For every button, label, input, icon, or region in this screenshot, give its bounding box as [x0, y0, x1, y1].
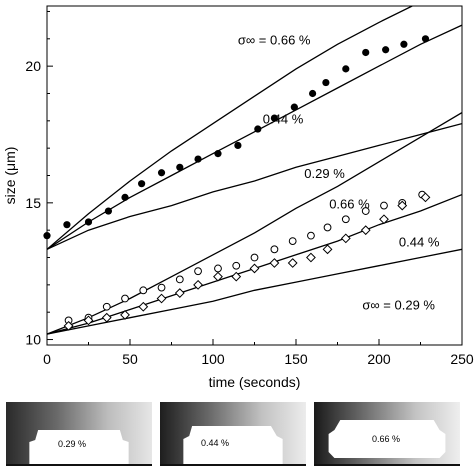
x-tick-label: 0 — [43, 351, 51, 367]
data-point — [341, 215, 350, 224]
data-point — [194, 267, 202, 276]
curve-label: σ∞ = 0.29 % — [362, 297, 435, 312]
data-point — [397, 200, 408, 211]
data-point — [193, 279, 203, 290]
data-point — [214, 264, 222, 273]
data-point — [138, 180, 146, 188]
plot-frame — [46, 5, 463, 346]
y-tick-label: 10 — [25, 332, 41, 348]
marker-group — [43, 35, 431, 331]
data-point — [84, 218, 93, 226]
data-point — [322, 78, 330, 87]
data-point — [121, 193, 129, 201]
data-point — [421, 35, 430, 43]
x-tick-label: 200 — [367, 351, 391, 367]
crystal-image-label: 0.44 % — [201, 438, 230, 448]
data-point — [322, 244, 333, 255]
y-axis: 10 15 20 — [25, 10, 53, 348]
x-tick-label: 100 — [201, 351, 225, 367]
data-point — [234, 141, 242, 150]
data-point — [139, 286, 148, 295]
crystal-image-label: 0.29 % — [58, 439, 87, 449]
data-point — [288, 237, 297, 246]
data-point — [157, 169, 166, 177]
data-point — [214, 150, 222, 158]
data-point — [156, 293, 167, 304]
data-point — [176, 163, 184, 171]
data-point — [194, 155, 202, 163]
data-point — [361, 207, 370, 215]
series-line — [47, 122, 462, 250]
y-axis-label: size (μm) — [2, 147, 18, 205]
data-point — [120, 310, 130, 320]
data-point — [323, 223, 332, 232]
size-vs-time-chart: σ∞ = 0.66 % 0.44 % 0.29 % 0.66 % 0.44 % σ∞ = … — [2, 5, 474, 390]
crystal-image-label: 0.66 % — [372, 434, 401, 444]
data-point — [309, 89, 317, 98]
data-point — [63, 221, 71, 229]
crystal-image-panel: 0.44 % — [160, 402, 306, 466]
data-point — [287, 258, 298, 268]
curve-label: 0.29 % — [304, 166, 345, 181]
data-point — [101, 312, 112, 323]
y-tick-label: 20 — [25, 58, 41, 74]
data-point — [400, 40, 408, 48]
curve-label: 0.66 % — [329, 196, 370, 211]
data-point — [270, 114, 279, 122]
data-point — [250, 253, 259, 262]
data-point — [380, 201, 388, 210]
curve-label: σ∞ = 0.66 % — [238, 32, 311, 47]
data-point — [420, 192, 431, 203]
curve-group — [47, 6, 462, 335]
x-tick-label: 150 — [284, 351, 308, 367]
y-tick-label: 15 — [25, 195, 41, 211]
crystal-image-panel: 0.66 % — [314, 402, 460, 466]
data-point — [157, 283, 166, 292]
data-point — [307, 231, 315, 240]
data-point — [102, 302, 111, 311]
data-point — [342, 65, 350, 73]
x-tick-label: 50 — [122, 351, 138, 367]
data-point — [138, 301, 149, 312]
data-point — [379, 214, 389, 225]
data-point — [63, 320, 74, 331]
x-axis-label: time (seconds) — [209, 374, 301, 390]
data-point — [83, 315, 94, 326]
data-point — [306, 252, 316, 263]
series-line — [47, 112, 462, 335]
annotation-group: σ∞ = 0.66 % 0.44 % 0.29 % 0.66 % 0.44 % σ∞ = … — [238, 32, 440, 312]
data-point — [121, 294, 129, 303]
data-point — [269, 258, 280, 268]
x-tick-label: 250 — [450, 351, 474, 367]
crystal-image-panel: 0.29 % — [6, 402, 152, 466]
x-axis: 0 50 100 150 200 250 — [43, 339, 474, 367]
data-point — [231, 271, 242, 282]
data-point — [249, 263, 260, 274]
data-point — [254, 125, 262, 133]
curve-label: 0.44 % — [263, 112, 304, 127]
series-line — [47, 6, 413, 250]
data-point — [104, 207, 113, 215]
series-line — [47, 24, 462, 250]
data-point — [175, 275, 184, 284]
data-point — [232, 261, 241, 270]
series-line — [47, 248, 462, 335]
data-point — [290, 103, 298, 111]
data-point — [360, 225, 371, 236]
data-point — [382, 46, 390, 54]
data-point — [362, 48, 370, 57]
curve-label: 0.44 % — [399, 235, 440, 250]
data-point — [270, 245, 279, 254]
data-point — [213, 271, 223, 282]
data-point — [340, 233, 351, 244]
data-point — [174, 288, 185, 298]
